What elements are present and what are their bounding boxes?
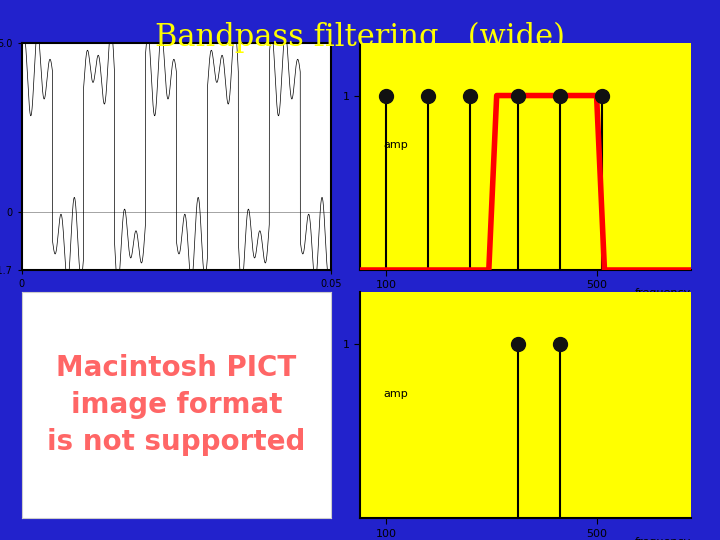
X-axis label: Time (s): Time (s) xyxy=(156,295,197,305)
Text: Bandpass filtering   (wide): Bandpass filtering (wide) xyxy=(155,22,565,53)
Text: frequency: frequency xyxy=(635,288,691,298)
Text: Macintosh PICT
image format
is not supported: Macintosh PICT image format is not suppo… xyxy=(48,354,305,456)
Text: amp: amp xyxy=(383,389,408,399)
Text: amp: amp xyxy=(383,140,408,150)
Text: frequency: frequency xyxy=(635,537,691,540)
